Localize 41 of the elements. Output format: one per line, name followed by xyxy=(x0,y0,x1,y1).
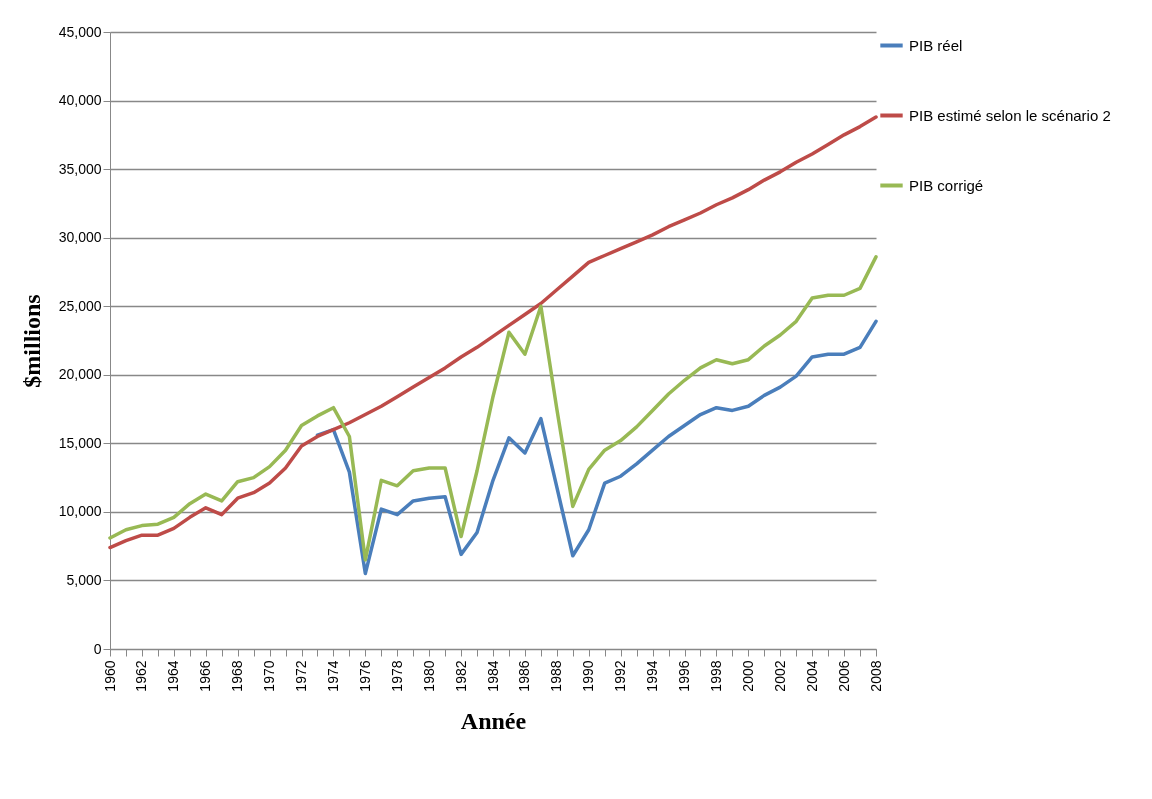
x-tick-label: 2006 xyxy=(835,660,852,692)
x-tick-label: 1988 xyxy=(548,660,565,692)
x-tick-label: 1966 xyxy=(197,660,214,692)
y-tick-label: 45,000 xyxy=(58,23,102,40)
x-tick-label: 1984 xyxy=(484,660,501,692)
x-tick-label: 1964 xyxy=(165,660,182,692)
y-tick-label: 20,000 xyxy=(58,366,102,383)
y-tick-label: 5,000 xyxy=(66,571,102,588)
x-tick-label: 1998 xyxy=(707,660,724,692)
x-tick-label: 2002 xyxy=(771,660,788,692)
legend-label: PIB réel xyxy=(909,36,963,54)
y-tick-label: 40,000 xyxy=(58,92,102,109)
x-tick-label: 1980 xyxy=(420,660,437,692)
x-tick-label: 1968 xyxy=(229,660,246,692)
x-tick-label: 2000 xyxy=(739,660,756,692)
x-tick-label: 1982 xyxy=(452,660,469,692)
y-tick-label: 35,000 xyxy=(58,160,102,177)
y-tick-label: 25,000 xyxy=(58,297,102,314)
x-tick-label: 1960 xyxy=(101,660,118,692)
x-tick-label: 1986 xyxy=(516,660,533,692)
y-tick-label: 10,000 xyxy=(58,503,102,520)
legend-label: PIB estimé selon le scénario 2 xyxy=(909,106,1111,124)
line-series xyxy=(315,319,878,576)
y-axis-title: $millions xyxy=(18,294,45,388)
x-tick-label: 1962 xyxy=(133,660,150,692)
x-tick-label: 2004 xyxy=(803,660,820,692)
x-tick-label: 1972 xyxy=(293,660,309,692)
x-tick-label: 1974 xyxy=(324,660,341,692)
x-tick-label: 1970 xyxy=(261,660,278,692)
x-tick-label: 1994 xyxy=(644,660,661,692)
x-tick-label: 1996 xyxy=(676,660,692,692)
x-tick-label: 1978 xyxy=(388,660,405,692)
x-tick-label: 1976 xyxy=(356,660,373,692)
x-axis-title: Année xyxy=(460,707,527,734)
y-tick-label: 15,000 xyxy=(58,434,102,451)
x-tick-label: 1992 xyxy=(612,660,629,692)
y-tick-label: 30,000 xyxy=(58,229,102,246)
y-tick-label: 0 xyxy=(93,640,102,657)
x-tick-label: 2008 xyxy=(867,660,884,692)
x-tick-label: 1990 xyxy=(580,660,597,692)
legend-label: PIB corrigé xyxy=(909,176,984,194)
